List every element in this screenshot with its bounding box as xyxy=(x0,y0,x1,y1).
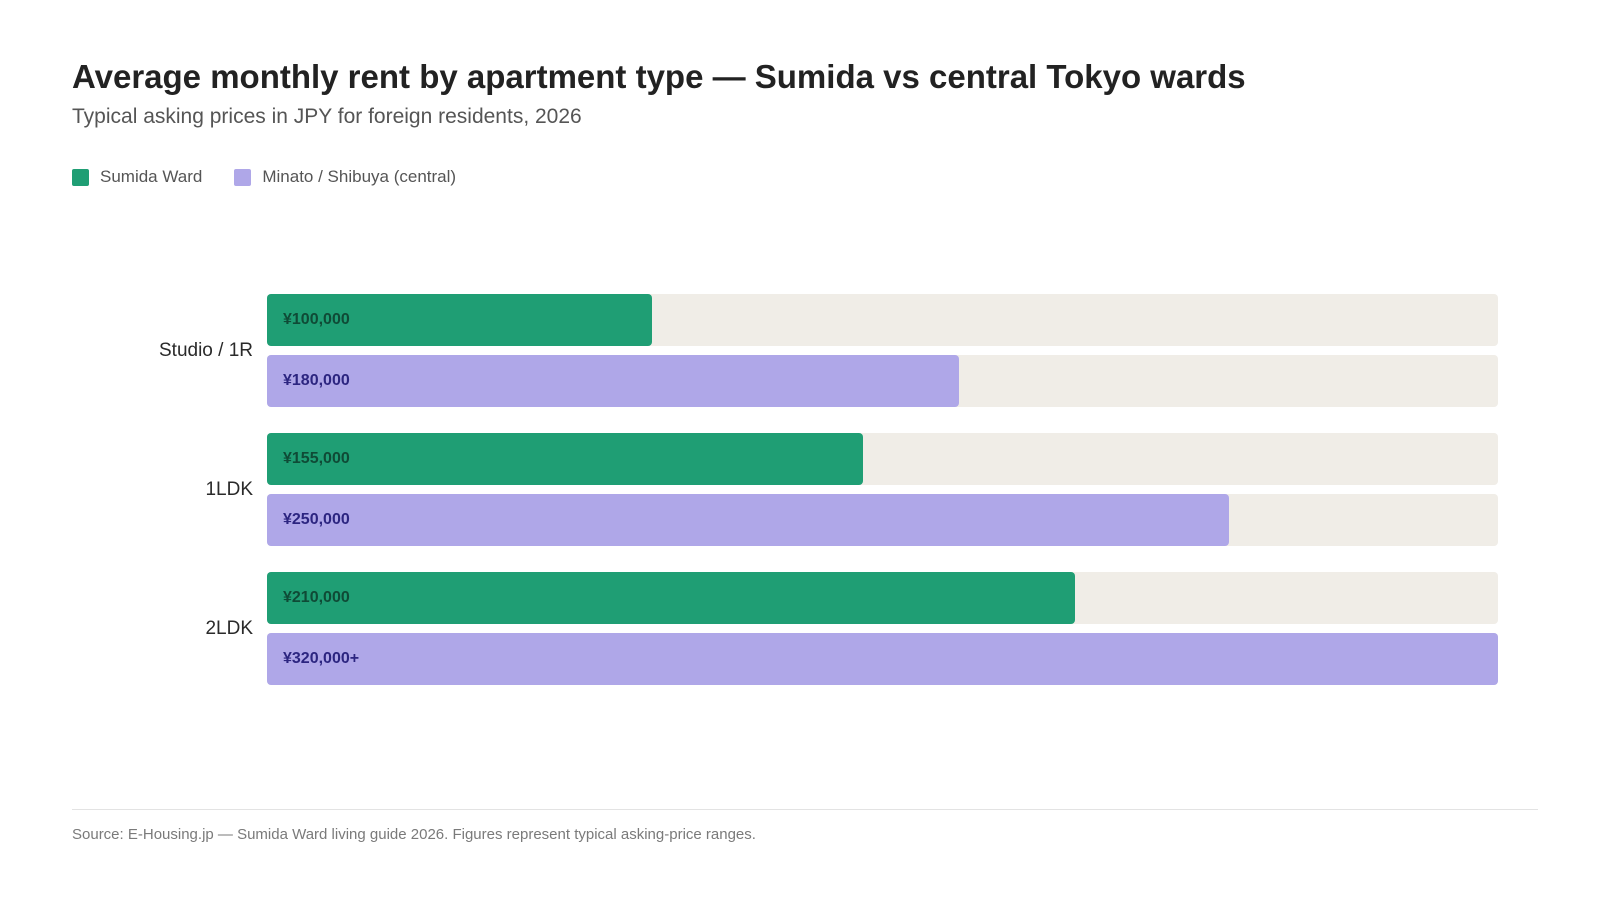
bar-studio-1r-central xyxy=(267,355,959,407)
legend-swatch-sumida xyxy=(72,168,89,186)
bar-value-label-1ldk-central: ¥250,000 xyxy=(283,511,350,528)
bar-value-label-2ldk-sumida: ¥210,000 xyxy=(283,589,350,606)
category-label-studio-1r: Studio / 1R xyxy=(159,339,253,361)
category-label-2ldk: 2LDK xyxy=(205,617,253,639)
bar-value-label-1ldk-sumida: ¥155,000 xyxy=(283,450,350,467)
category-label-1ldk: 1LDK xyxy=(205,478,253,500)
legend-item-sumida: Sumida Ward xyxy=(72,167,202,187)
bar-value-label-2ldk-central: ¥320,000+ xyxy=(283,650,360,667)
bar-value-label-studio-1r-sumida: ¥100,000 xyxy=(283,311,350,328)
legend-label-sumida: Sumida Ward xyxy=(100,167,203,186)
legend-swatch-central xyxy=(234,168,252,186)
source-note: Source: E-Housing.jp — Sumida Ward livin… xyxy=(72,826,756,843)
footer-divider xyxy=(72,809,1538,810)
bar-2ldk-central xyxy=(267,633,1498,685)
legend-item-central: Minato / Shibuya (central) xyxy=(234,167,456,187)
bar-2ldk-sumida xyxy=(267,572,1075,624)
bar-1ldk-sumida xyxy=(267,433,863,485)
legend-label-central: Minato / Shibuya (central) xyxy=(262,167,457,186)
bar-value-label-studio-1r-central: ¥180,000 xyxy=(283,372,350,389)
chart-title: Average monthly rent by apartment type —… xyxy=(72,58,1246,95)
chart-subtitle: Typical asking prices in JPY for foreign… xyxy=(72,105,582,128)
bar-1ldk-central xyxy=(267,494,1229,546)
bar-studio-1r-sumida xyxy=(267,294,652,346)
legend: Sumida Ward Minato / Shibuya (central) xyxy=(72,167,488,187)
